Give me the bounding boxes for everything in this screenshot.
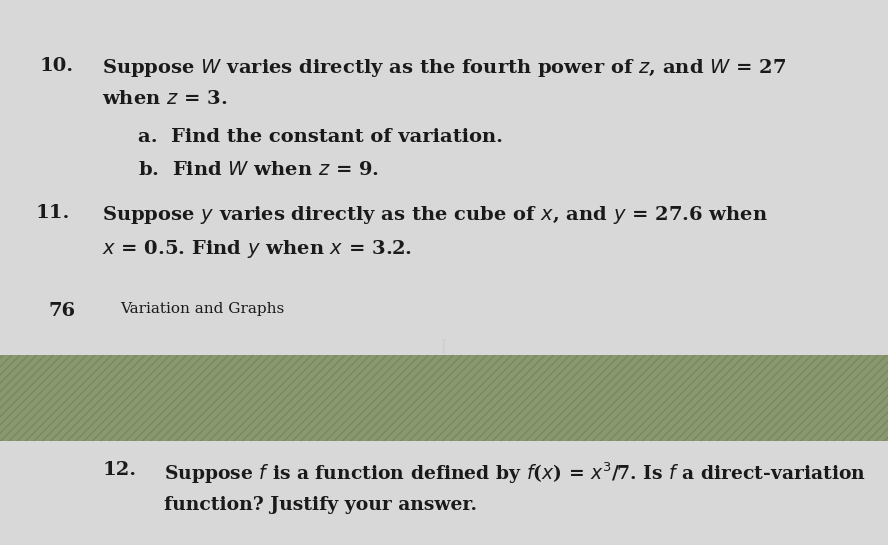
- Text: $\mathit{x}$ = 0.5. Find $\mathit{y}$ when $\mathit{x}$ = 3.2.: $\mathit{x}$ = 0.5. Find $\mathit{y}$ wh…: [102, 238, 412, 260]
- Text: Suppose $\mathit{f}$ is a function defined by $\mathit{f}$($\mathit{x}$) = $\mat: Suppose $\mathit{f}$ is a function defin…: [164, 461, 866, 486]
- Text: when $\mathit{z}$ = 3.: when $\mathit{z}$ = 3.: [102, 90, 227, 108]
- Text: I: I: [440, 339, 448, 357]
- Text: a.  Find the constant of variation.: a. Find the constant of variation.: [138, 128, 503, 146]
- Text: 12.: 12.: [102, 461, 136, 479]
- Text: Variation and Graphs: Variation and Graphs: [120, 302, 284, 317]
- Text: function? Justify your answer.: function? Justify your answer.: [164, 496, 477, 514]
- Text: Suppose $\mathit{W}$ varies directly as the fourth power of $\mathit{z}$, and $\: Suppose $\mathit{W}$ varies directly as …: [102, 57, 786, 79]
- Text: 76: 76: [49, 302, 76, 320]
- Text: 10.: 10.: [40, 57, 74, 75]
- Text: b.  Find $\mathit{W}$ when $\mathit{z}$ = 9.: b. Find $\mathit{W}$ when $\mathit{z}$ =…: [138, 161, 379, 179]
- Text: 11.: 11.: [36, 204, 70, 222]
- Text: Suppose $\mathit{y}$ varies directly as the cube of $\mathit{x}$, and $\mathit{y: Suppose $\mathit{y}$ varies directly as …: [102, 204, 768, 226]
